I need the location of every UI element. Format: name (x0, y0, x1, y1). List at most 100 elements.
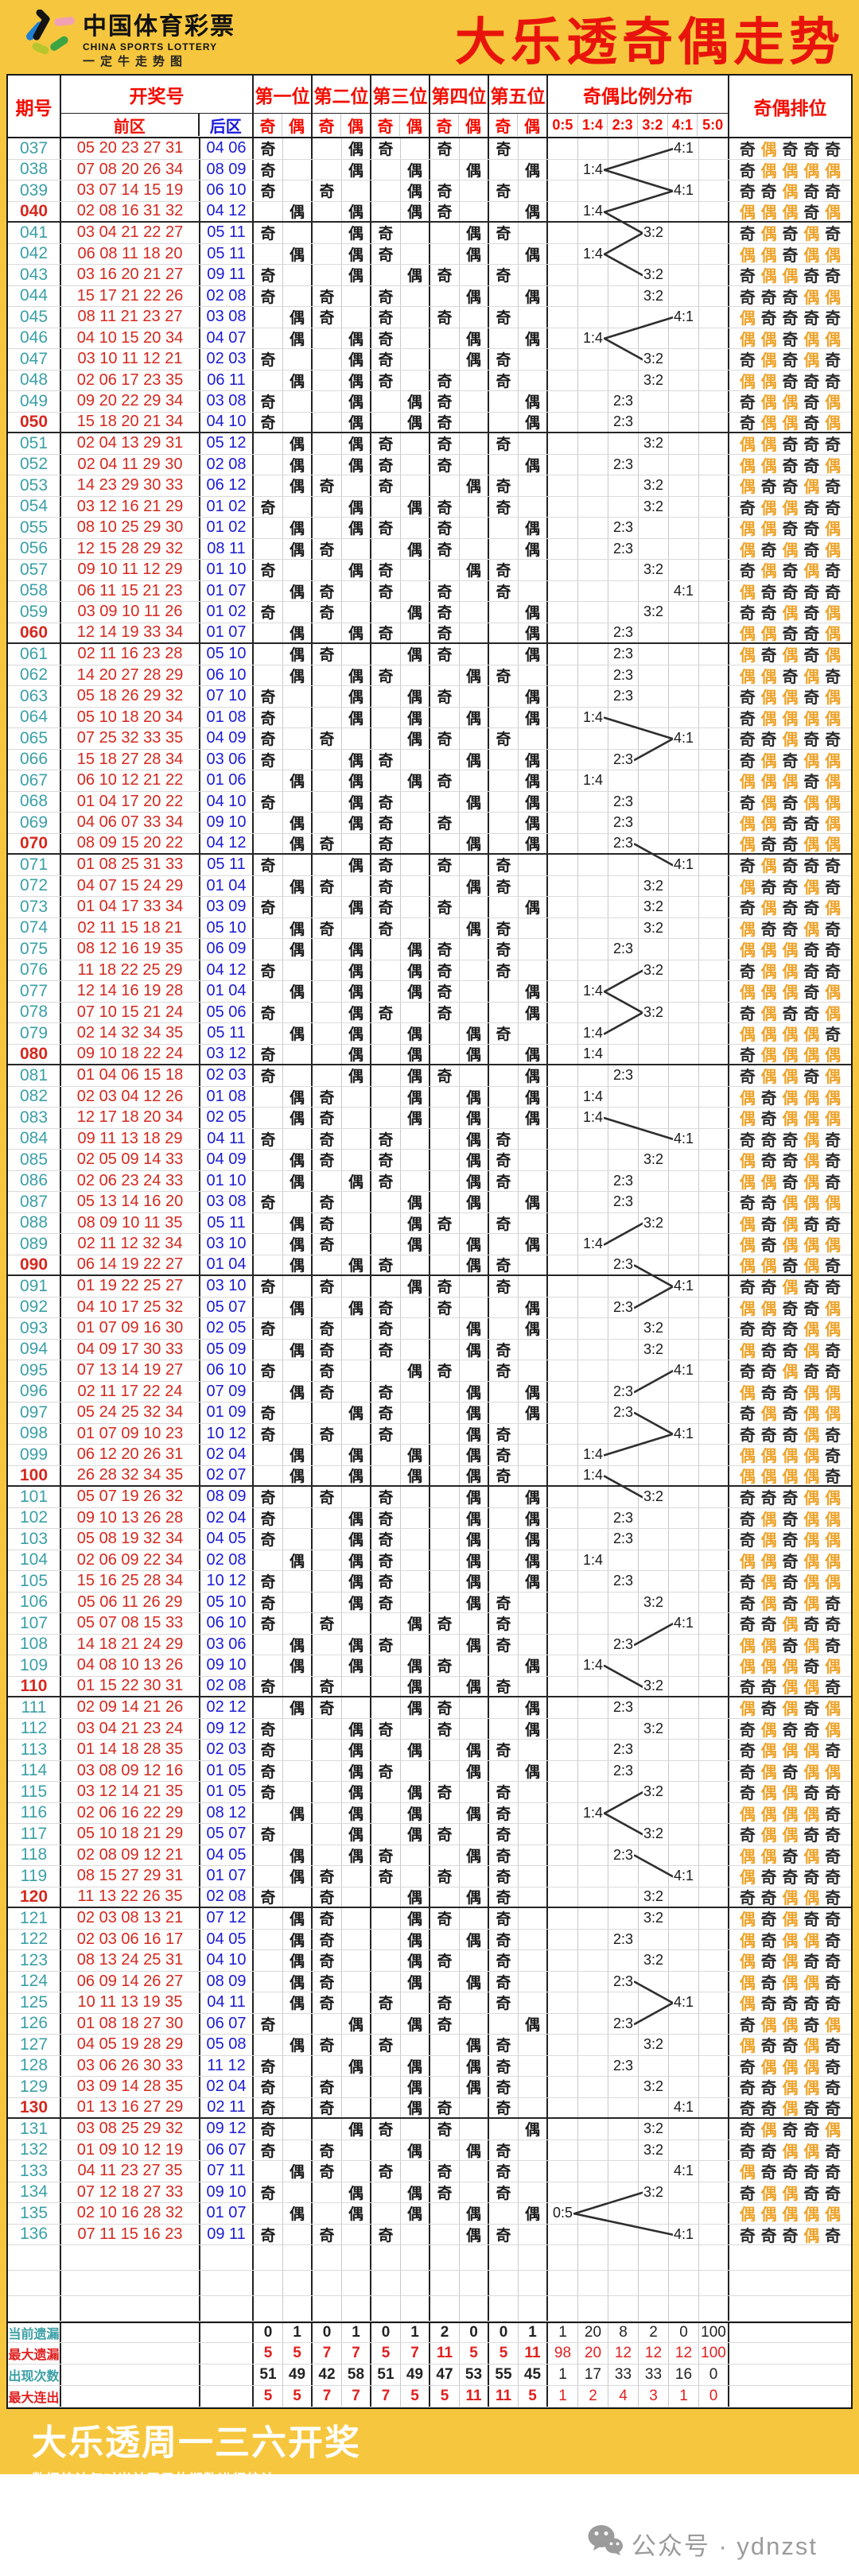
ranking-cell: 奇偶偶奇奇 (729, 960, 851, 980)
ratio-cell (548, 1802, 578, 1823)
parity-even-cell: 偶 (460, 1234, 489, 1255)
rank-even-char: 偶 (825, 289, 842, 306)
rank-odd-char: 奇 (760, 1384, 777, 1402)
ratio-cell (699, 349, 729, 370)
parity-odd-cell: 奇 (489, 1676, 519, 1696)
front-numbers-cell: 02 03 06 16 17 (61, 1929, 200, 1949)
parity-odd-cell: 奇 (313, 833, 342, 853)
rank-even-char: 偶 (739, 1468, 756, 1485)
spacer-cell (342, 2271, 371, 2295)
parity-odd-cell (371, 1655, 401, 1676)
rank-odd-char: 奇 (782, 563, 799, 580)
parity-odd-cell (313, 349, 342, 370)
front-numbers-cell: 02 06 16 22 29 (61, 1802, 200, 1823)
ratio-cell: 4:1 (669, 1423, 699, 1444)
ranking-cell: 奇偶奇偶奇 (729, 560, 851, 580)
parity-odd-cell: 奇 (254, 1507, 283, 1528)
front-numbers-cell: 01 08 18 27 30 (61, 2013, 200, 2034)
stats-value-cell: 49 (401, 2365, 430, 2385)
ranking-cell: 偶奇偶奇偶 (729, 539, 851, 559)
ratio-cell (578, 1297, 608, 1317)
ratio-cell (548, 1044, 578, 1064)
parity-odd-cell (489, 538, 519, 559)
parity-odd-cell (313, 665, 342, 685)
period-cell: 117 (8, 1824, 61, 1845)
rank-even-char: 偶 (825, 1195, 842, 1212)
parity-odd-cell (313, 1002, 342, 1022)
table-row: 054 03 12 16 21 29 01 02 奇偶偶奇奇 3:2 奇偶偶奇奇 (8, 496, 851, 518)
rank-odd-char: 奇 (782, 1258, 799, 1274)
parity-odd-cell (254, 1634, 283, 1655)
parity-even-cell (401, 2161, 430, 2182)
parity-odd-cell (371, 1212, 401, 1233)
rank-even-char: 偶 (803, 1047, 820, 1064)
ratio-cell (608, 960, 639, 980)
rank-odd-char: 奇 (825, 1595, 842, 1612)
parity-even-cell (401, 328, 430, 348)
ratio-value: 2:3 (612, 1973, 635, 1990)
period-cell: 072 (8, 875, 61, 896)
parity-even-cell (460, 1065, 489, 1086)
rank-even-char: 偶 (760, 2016, 777, 2034)
ranking-cell: 奇偶奇奇偶 (729, 2119, 851, 2139)
period-cell: 084 (8, 1128, 61, 1149)
rank-odd-char: 奇 (825, 731, 842, 749)
back-numbers-cell: 05 07 (200, 1297, 254, 1317)
ranking-cell: 奇偶偶奇奇 (729, 265, 851, 285)
rank-even-char: 偶 (739, 1300, 756, 1317)
period-cell: 116 (8, 1802, 61, 1823)
parity-odd-cell (254, 433, 283, 454)
parity-odd-cell (430, 475, 460, 496)
rank-odd-char: 奇 (760, 2101, 777, 2117)
parity-odd-cell (313, 897, 342, 918)
stats-value-cell: 33 (608, 2365, 639, 2385)
parity-odd-cell (371, 1044, 401, 1064)
period-cell: 076 (8, 960, 61, 980)
ratio-value: 2:3 (612, 540, 635, 557)
ratio-value: 2:3 (612, 1172, 635, 1189)
parity-even-cell: 偶 (401, 960, 430, 980)
period-cell: 078 (8, 1002, 61, 1022)
rank-even-char: 偶 (782, 605, 799, 623)
front-numbers-cell: 08 11 21 23 27 (61, 307, 200, 328)
ranking-cell: 偶奇奇奇奇 (729, 2161, 851, 2181)
rank-even-char: 偶 (760, 1658, 777, 1676)
ratio-cell (608, 201, 639, 221)
stats-label: 出现次数 (8, 2365, 61, 2385)
parity-odd-cell (254, 1170, 283, 1191)
period-cell: 092 (8, 1297, 61, 1317)
ratio-cell (639, 328, 669, 348)
front-numbers-cell: 11 18 22 25 29 (61, 960, 200, 980)
front-numbers-cell: 02 09 14 21 26 (61, 1697, 200, 1718)
rank-odd-char: 奇 (739, 1490, 756, 1507)
parity-odd-cell: 奇 (430, 939, 460, 960)
ranking-cell: 奇偶偶奇奇 (729, 1782, 851, 1802)
rank-even-char: 偶 (760, 1300, 777, 1317)
ratio-cell (578, 1845, 608, 1865)
ratio-value: 1:4 (581, 1657, 604, 1674)
ratio-value: 2:3 (612, 941, 635, 958)
ratio-cell: 1:4 (578, 1023, 608, 1044)
rank-odd-char: 奇 (825, 1996, 842, 2013)
period-cell: 043 (8, 265, 61, 285)
ranking-cell: 偶偶偶奇偶 (729, 981, 851, 1001)
parity-even-cell (283, 1402, 313, 1423)
ratio-cell (669, 412, 699, 432)
period-cell: 070 (8, 833, 61, 853)
rank-even-char: 偶 (825, 1721, 842, 1739)
parity-odd-cell: 奇 (254, 496, 283, 517)
back-numbers-cell: 02 12 (200, 1697, 254, 1718)
stats-value-cell: 7 (342, 2386, 371, 2407)
back-numbers-cell: 01 04 (200, 875, 254, 896)
ratio-cell (639, 307, 669, 328)
parity-even-cell (283, 1676, 313, 1696)
parity-even-cell: 偶 (519, 1402, 548, 1423)
ratio-cell (669, 1592, 699, 1612)
ratio-cell (578, 307, 608, 328)
parity-even-cell: 偶 (283, 1212, 313, 1233)
back-numbers-cell: 01 06 (200, 770, 254, 791)
parity-even-cell (401, 1339, 430, 1360)
back-numbers-cell: 04 05 (200, 1529, 254, 1550)
page-title: 大乐透奇偶走势 (455, 13, 845, 72)
stats-row: 最大遗漏 5 5 7 7 5 7 11 5 5 11 98 20 12 12 12 100 (8, 2343, 851, 2365)
